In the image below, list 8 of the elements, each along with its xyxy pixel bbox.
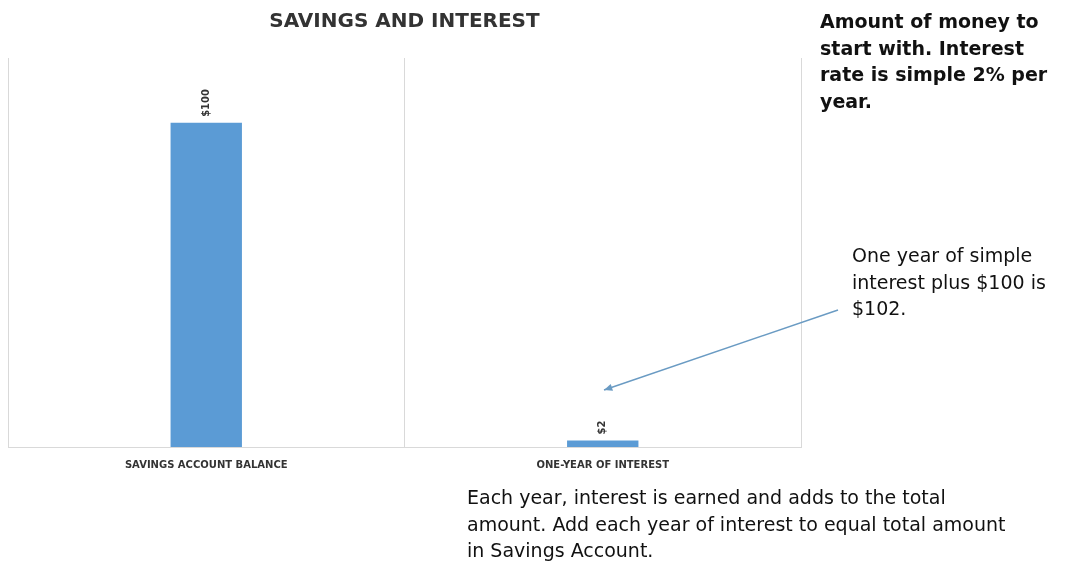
chart-title: SAVINGS AND INTEREST	[269, 8, 541, 33]
text: Each year, interest is earned and adds to the total amount. Add each year of interest to equal total amount in Savings Account.	[467, 485, 1007, 564]
x-tick-label: ONE-YEAR OF INTEREST	[536, 458, 670, 470]
text: One year of simple interest plus $100 is $102.	[852, 243, 1047, 322]
data-label: $2	[596, 420, 608, 435]
x-tick-label: SAVINGS ACCOUNT BALANCE	[124, 458, 288, 470]
data-label: $100	[199, 88, 211, 117]
text: Amount of money to start with. Interest rate is simple 2% per year.	[820, 9, 1049, 114]
